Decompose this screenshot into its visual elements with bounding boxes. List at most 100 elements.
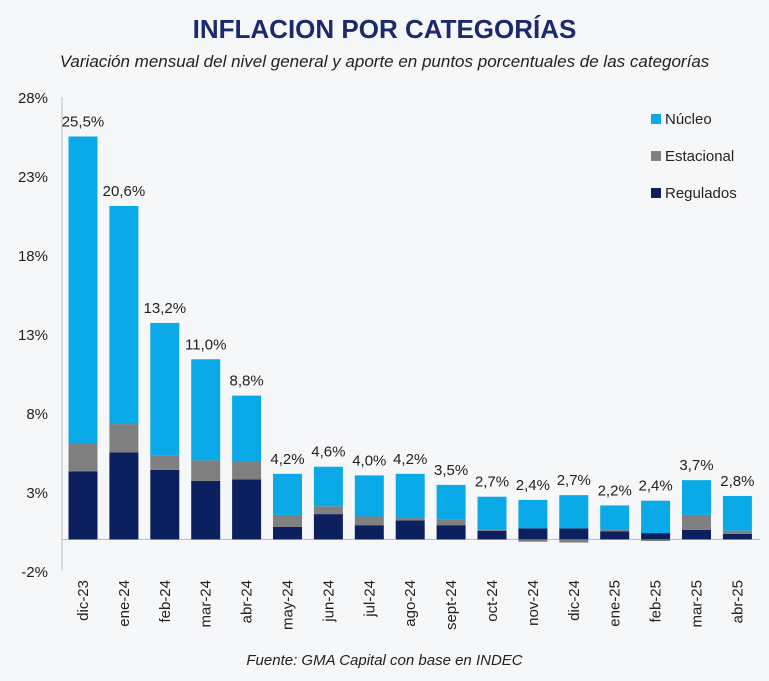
data-label: 2,8%	[720, 473, 754, 490]
data-label: 8,8%	[229, 373, 263, 390]
data-label: 4,6%	[311, 444, 345, 461]
bar-segment-nucleo	[150, 322, 180, 456]
x-tick-label: abr-25	[729, 580, 746, 623]
x-tick-label: mar-25	[689, 580, 706, 628]
chart-subtitle: Variación mensual del nivel general y ap…	[59, 52, 710, 71]
bar-segment-nucleo	[68, 136, 98, 444]
bar-segment-regulados	[232, 479, 262, 540]
data-label: 4,0%	[352, 452, 386, 469]
y-tick-label: 13%	[18, 327, 48, 344]
bar-segment-regulados	[191, 480, 221, 540]
bar-segment-estacional	[682, 514, 711, 530]
x-tick-label: dic-24	[566, 580, 583, 621]
bar-segment-estacional	[273, 514, 302, 527]
bar-segment-regulados	[109, 452, 139, 540]
x-tick-label: mar-24	[198, 580, 215, 628]
bar-segment-estacional	[600, 529, 630, 532]
bar-segment-estacional	[354, 516, 384, 526]
x-tick-label: jul-24	[361, 580, 378, 618]
bar-segment-nucleo	[518, 499, 548, 529]
data-label: 4,2%	[393, 451, 427, 468]
bar-segment-nucleo	[722, 495, 752, 531]
bar-segment-nucleo	[109, 206, 139, 425]
bar-segment-estacional	[313, 506, 343, 515]
bar-segment-nucleo	[354, 475, 384, 517]
data-label: 20,6%	[103, 183, 146, 200]
bar-segment-estacional	[191, 460, 221, 481]
x-tick-label: nov-24	[525, 580, 542, 626]
data-label: 13,2%	[144, 300, 187, 317]
bar-segment-regulados	[313, 514, 343, 540]
data-label: 2,4%	[638, 478, 672, 495]
bar-segment-regulados	[436, 525, 466, 540]
bar-segment-nucleo	[191, 359, 221, 461]
bar-segment-regulados	[682, 529, 711, 540]
data-label: 25,5%	[62, 114, 105, 131]
bar-segment-nucleo	[600, 505, 630, 530]
bar-segment-estacional	[559, 539, 589, 543]
x-tick-label: ago-24	[402, 580, 419, 627]
legend-swatch	[651, 114, 661, 124]
chart-title: INFLACION POR CATEGORÍAS	[192, 14, 577, 44]
x-tick-label: jun-24	[320, 580, 337, 623]
data-label: 3,7%	[679, 457, 713, 474]
bar-segment-nucleo	[559, 495, 589, 529]
bar-segment-regulados	[518, 528, 548, 540]
bar-segment-nucleo	[273, 473, 302, 515]
x-tick-label: may-24	[280, 580, 297, 630]
x-tick-label: ene-25	[607, 580, 624, 627]
legend-label: Estacional	[665, 148, 734, 165]
data-label: 11,0%	[185, 336, 226, 353]
bar-segment-estacional	[150, 455, 180, 470]
x-tick-label: feb-25	[648, 580, 665, 623]
data-label: 2,4%	[516, 477, 550, 494]
y-tick-label: 18%	[18, 248, 48, 265]
legend-label: Regulados	[665, 185, 737, 202]
bar-segment-nucleo	[313, 466, 343, 507]
legend-swatch	[651, 151, 661, 161]
x-tick-label: abr-24	[239, 580, 256, 623]
bar-segment-nucleo	[477, 496, 507, 530]
data-label: 2,7%	[475, 474, 509, 491]
bar-segment-nucleo	[232, 395, 262, 462]
bar-segment-regulados	[641, 533, 671, 540]
bar-segment-estacional	[436, 519, 466, 526]
bar-segment-estacional	[518, 539, 548, 542]
bar-segment-regulados	[150, 469, 180, 540]
bar-segment-estacional	[68, 443, 98, 472]
bar-segment-nucleo	[682, 480, 711, 515]
x-tick-label: feb-24	[157, 580, 174, 623]
legend-label: Núcleo	[665, 111, 712, 128]
bar-segment-regulados	[722, 533, 752, 540]
bar-segment-regulados	[354, 525, 384, 540]
y-tick-label: 23%	[18, 169, 48, 186]
bar-segment-nucleo	[395, 473, 425, 519]
bar-segment-regulados	[273, 526, 302, 540]
y-tick-label: 8%	[26, 406, 48, 423]
bar-segment-regulados	[477, 530, 507, 540]
bar-segment-regulados	[68, 471, 98, 540]
x-tick-label: sept-24	[443, 580, 460, 630]
bar-segment-regulados	[395, 520, 425, 540]
y-tick-label: -2%	[21, 564, 48, 581]
legend-swatch	[651, 188, 661, 198]
data-label: 3,5%	[434, 462, 468, 479]
bar-segment-estacional	[722, 530, 752, 534]
bar-segment-nucleo	[436, 484, 466, 520]
data-label: 2,2%	[598, 482, 632, 499]
y-tick-label: 3%	[26, 485, 48, 502]
data-label: 2,7%	[557, 472, 591, 489]
x-tick-label: ene-24	[116, 580, 133, 627]
bar-segment-estacional	[109, 424, 139, 453]
bar-segment-regulados	[559, 528, 589, 540]
bar-segment-estacional	[641, 539, 671, 541]
bar-segment-estacional	[477, 529, 507, 531]
bar-segment-estacional	[395, 518, 425, 521]
chart-source: Fuente: GMA Capital con base en INDEC	[246, 652, 523, 669]
y-tick-label: 28%	[18, 90, 48, 107]
data-label: 4,2%	[270, 451, 304, 468]
bar-segment-estacional	[232, 461, 262, 480]
x-tick-label: oct-24	[484, 580, 501, 622]
x-tick-label: dic-23	[75, 580, 92, 621]
